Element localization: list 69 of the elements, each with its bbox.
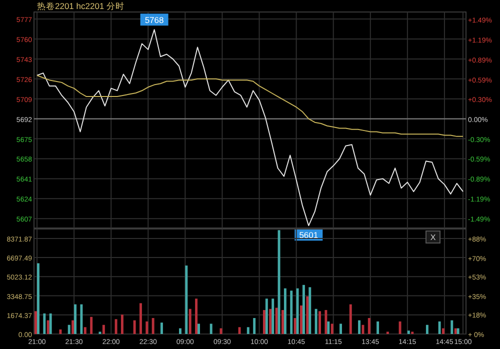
bar [210, 324, 212, 334]
bar [90, 316, 93, 334]
bar [114, 319, 118, 334]
bar [340, 324, 342, 334]
bar [358, 320, 361, 334]
bar [246, 327, 250, 334]
bar [368, 318, 370, 334]
bar [281, 310, 284, 334]
bar [80, 304, 83, 334]
bar [133, 320, 136, 334]
line-series [36, 74, 464, 137]
bar [120, 314, 124, 334]
bar [324, 310, 328, 334]
bar [253, 318, 256, 334]
bar [308, 287, 312, 334]
bar [262, 310, 266, 334]
line-series [36, 29, 464, 226]
bar [102, 324, 105, 334]
bar [160, 322, 163, 334]
bar [300, 305, 302, 334]
bar [185, 266, 188, 334]
annotation: 5768 [144, 15, 164, 26]
bar [278, 230, 280, 334]
bar [49, 313, 52, 334]
bar [269, 308, 272, 334]
bar [318, 311, 321, 334]
bar [195, 298, 198, 334]
bar [306, 296, 309, 334]
bar [376, 321, 380, 334]
bar [37, 263, 40, 334]
bar [74, 304, 77, 334]
bar [294, 318, 296, 334]
bar [265, 298, 268, 334]
chart-title: 热卷2201 hc2201 分时 [37, 1, 125, 11]
bar [72, 320, 74, 334]
bar [456, 328, 460, 334]
bar [296, 288, 299, 334]
bar [284, 288, 286, 334]
annotation: 5601 [299, 230, 318, 240]
bar [407, 330, 410, 334]
bar [59, 329, 62, 334]
bar [68, 324, 70, 334]
bar [34, 311, 37, 334]
bar [426, 324, 428, 334]
bar [330, 324, 334, 334]
bar [438, 321, 441, 334]
bar [275, 308, 278, 334]
bar [362, 324, 364, 334]
bar [442, 328, 444, 334]
bar [349, 304, 352, 334]
bar [146, 321, 148, 334]
bar [290, 290, 293, 334]
bar [179, 328, 182, 334]
bar [188, 308, 192, 334]
bar [152, 318, 154, 334]
bar [43, 313, 46, 334]
bar [220, 328, 222, 334]
bar [272, 298, 274, 334]
bar [84, 327, 86, 334]
bar [314, 308, 318, 334]
bar [139, 303, 142, 334]
annotation: X [430, 233, 436, 242]
bar [327, 321, 330, 334]
bar [454, 328, 457, 334]
bar [450, 320, 454, 334]
bar [398, 321, 402, 334]
bar [46, 320, 50, 334]
bar [198, 324, 200, 334]
bar [302, 284, 305, 334]
